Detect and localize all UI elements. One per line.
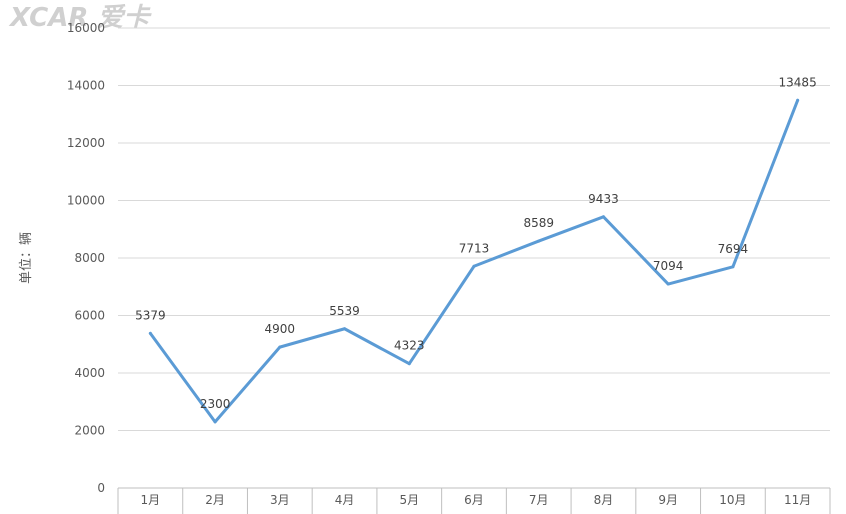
x-axis: 1月 2月 3月 4月 5月 6月 7月 8月 9月 10月 11月 (117, 487, 831, 514)
data-point (148, 331, 152, 335)
data-label: 13485 (779, 75, 817, 89)
data-point (601, 215, 605, 219)
data-labels: 5379 2300 4900 5539 4323 7713 8589 9433 7094 7694… (135, 75, 817, 411)
x-tick-label: 7月 (529, 493, 549, 507)
data-point (343, 327, 347, 331)
y-tick-label: 10000 (67, 194, 105, 208)
x-tick-label: 10月 (719, 493, 746, 507)
data-label: 4900 (265, 322, 296, 336)
data-point (278, 345, 282, 349)
data-label: 5379 (135, 308, 166, 322)
x-tick-label: 2月 (205, 493, 225, 507)
y-tick-label: 4000 (74, 366, 105, 380)
data-point (796, 98, 800, 102)
data-point (666, 282, 670, 286)
data-label: 5539 (329, 304, 360, 318)
y-tick-label: 16000 (67, 21, 105, 35)
y-axis-label: 单位：辆 (19, 232, 34, 284)
data-label: 4323 (394, 339, 425, 353)
y-tick-label: 2000 (74, 424, 105, 438)
y-tick-label: 8000 (74, 251, 105, 265)
x-tick-label: 8月 (594, 493, 614, 507)
data-label: 7713 (459, 241, 490, 255)
y-tick-label: 14000 (67, 79, 105, 93)
series-group (148, 98, 800, 424)
data-label: 7694 (718, 242, 749, 256)
y-tick-label: 0 (97, 481, 105, 495)
y-tick-label: 6000 (74, 309, 105, 323)
data-point (731, 265, 735, 269)
x-tick-label: 3月 (270, 493, 290, 507)
data-point (537, 239, 541, 243)
data-point (213, 420, 217, 424)
y-axis-ticks: 0 2000 4000 6000 8000 10000 12000 14000 16000 (67, 21, 105, 495)
data-label: 8589 (523, 216, 554, 230)
data-label: 9433 (588, 192, 619, 206)
data-point (407, 362, 411, 366)
x-tick-label: 11月 (784, 493, 811, 507)
data-label: 7094 (653, 259, 684, 273)
x-tick-label: 4月 (335, 493, 355, 507)
series-line (148, 98, 800, 424)
x-tick-label: 1月 (141, 493, 161, 507)
data-point (472, 264, 476, 268)
x-tick-label: 9月 (658, 493, 678, 507)
gridlines (118, 27, 830, 431)
y-tick-label: 12000 (67, 136, 105, 150)
x-tick-label: 5月 (399, 493, 419, 507)
data-label: 2300 (200, 397, 231, 411)
x-tick-label: 6月 (464, 493, 484, 507)
